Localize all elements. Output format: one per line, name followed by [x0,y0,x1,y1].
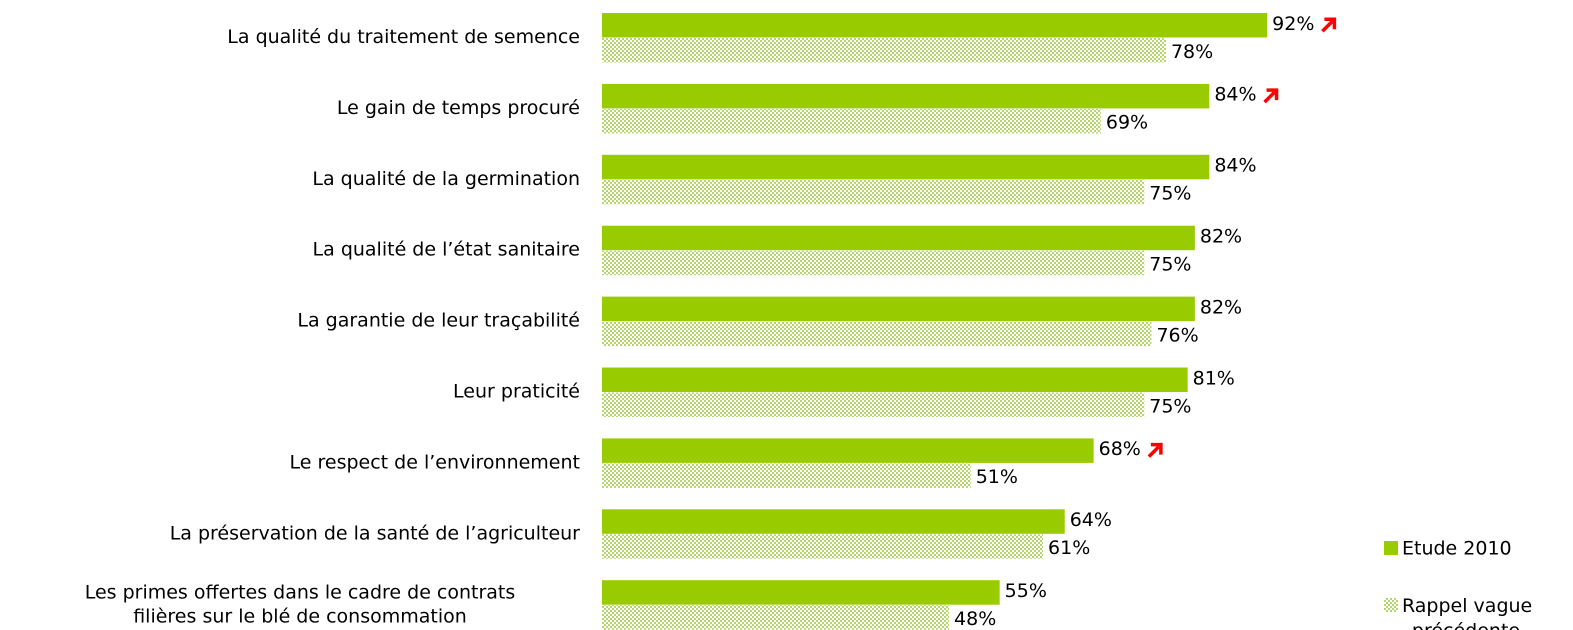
category-label: Les primes offertes dans le cadre de con… [85,581,516,627]
category-label: La qualité du traitement de semence [227,26,580,48]
bar [602,438,1094,463]
bar [602,179,1145,205]
category-label: Leur praticité [453,381,580,403]
bar [602,154,1210,180]
legend-label: Etude 2010 [1402,538,1512,560]
value-label: 69% [1106,112,1148,134]
bar [602,534,1044,559]
bar [602,509,1065,534]
value-label: 55% [1005,580,1047,602]
bar [602,225,1195,251]
category-label: Le respect de l’environnement [290,451,581,473]
value-label: 51% [976,466,1018,488]
value-label: 61% [1048,537,1090,559]
legend-label: Rappel vagueprécédente [1402,595,1532,630]
value-label: 75% [1149,395,1191,417]
bar [602,605,950,630]
increase-arrow [1321,17,1337,33]
bar [602,321,1152,347]
legend-swatch [1384,541,1398,555]
value-label: 76% [1156,324,1198,346]
value-label: 75% [1149,253,1191,275]
bar [602,13,1268,38]
value-label: 48% [954,608,996,630]
category-label: Le gain de temps procuré [337,97,580,119]
bar [602,108,1101,134]
category-label: La préservation de la santé de l’agricul… [170,522,580,544]
value-label: 82% [1200,296,1242,318]
bar [602,250,1145,276]
value-label: 64% [1070,509,1112,531]
category-label: La garantie de leur traçabilité [297,310,580,332]
category-label: La qualité de la germination [312,168,580,190]
value-label: 84% [1214,84,1256,106]
bar [602,463,971,488]
bar [602,392,1145,417]
value-label: 78% [1171,41,1213,63]
value-label: 68% [1099,438,1141,460]
bar [602,83,1210,109]
value-label: 75% [1149,183,1191,205]
value-label: 92% [1272,13,1314,35]
bar [602,367,1188,392]
legend-swatch [1384,598,1398,612]
value-label: 82% [1200,225,1242,247]
bar [602,296,1195,322]
value-label: 81% [1193,367,1235,389]
bar [602,38,1166,63]
value-label: 84% [1214,155,1256,177]
bar [602,580,1000,605]
category-label: La qualité de l’état sanitaire [313,239,580,261]
increase-arrow [1263,88,1279,104]
increase-arrow [1147,442,1163,458]
